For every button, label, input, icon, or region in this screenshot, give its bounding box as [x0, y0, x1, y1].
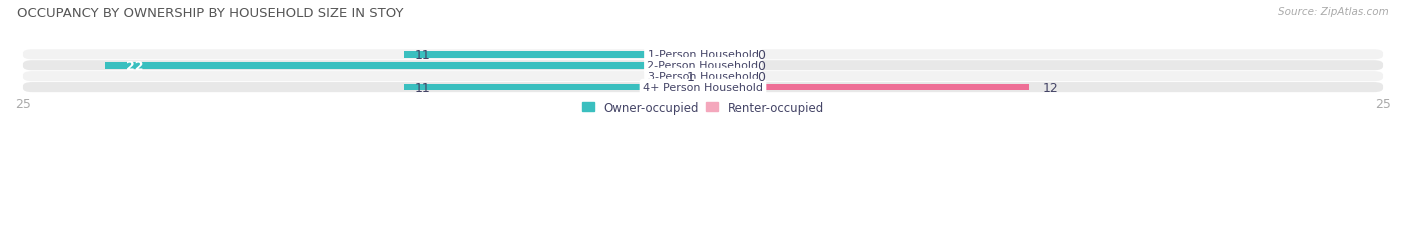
Bar	[404, 52, 703, 58]
Bar	[676, 73, 703, 80]
FancyBboxPatch shape	[22, 50, 1384, 60]
Bar	[104, 63, 703, 69]
Text: 3-Person Household: 3-Person Household	[648, 72, 758, 82]
Legend: Owner-occupied, Renter-occupied: Owner-occupied, Renter-occupied	[582, 101, 824, 114]
Text: 11: 11	[415, 49, 430, 61]
Text: 4+ Person Household: 4+ Person Household	[643, 83, 763, 93]
Text: 0: 0	[758, 49, 765, 61]
Text: 0: 0	[758, 70, 765, 83]
FancyBboxPatch shape	[22, 72, 1384, 82]
Text: 0: 0	[758, 59, 765, 72]
Bar	[404, 85, 703, 91]
Bar	[703, 63, 744, 69]
Text: 1-Person Household: 1-Person Household	[648, 50, 758, 60]
Text: 22: 22	[127, 59, 143, 72]
Text: 2-Person Household: 2-Person Household	[647, 61, 759, 71]
Text: Source: ZipAtlas.com: Source: ZipAtlas.com	[1278, 7, 1389, 17]
Bar	[703, 73, 744, 80]
Text: OCCUPANCY BY OWNERSHIP BY HOUSEHOLD SIZE IN STOY: OCCUPANCY BY OWNERSHIP BY HOUSEHOLD SIZE…	[17, 7, 404, 20]
FancyBboxPatch shape	[22, 83, 1384, 93]
FancyBboxPatch shape	[22, 61, 1384, 71]
Text: 1: 1	[686, 70, 695, 83]
Text: 12: 12	[1043, 81, 1059, 94]
Bar	[703, 52, 744, 58]
Bar	[703, 85, 1029, 91]
Text: 11: 11	[415, 81, 430, 94]
